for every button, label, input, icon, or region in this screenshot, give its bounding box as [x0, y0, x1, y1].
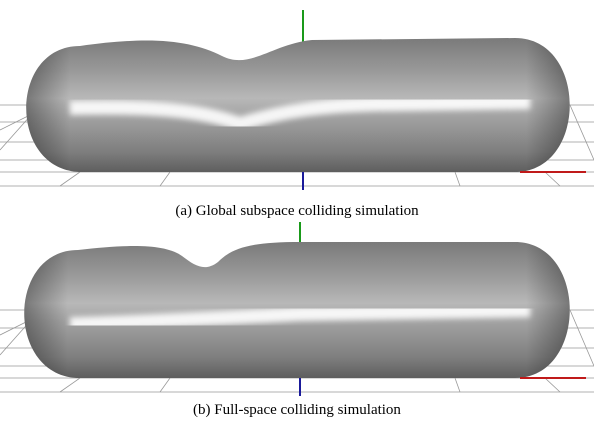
figure: (a) Global subspace colliding simulation…	[0, 0, 594, 428]
panel-b: (b) Full-space colliding simulation	[0, 222, 594, 418]
panel-a: (a) Global subspace colliding simulation	[0, 10, 594, 219]
caption: (b) Full-space colliding simulation	[193, 402, 401, 418]
caption: (a) Global subspace colliding simulation	[175, 203, 419, 219]
